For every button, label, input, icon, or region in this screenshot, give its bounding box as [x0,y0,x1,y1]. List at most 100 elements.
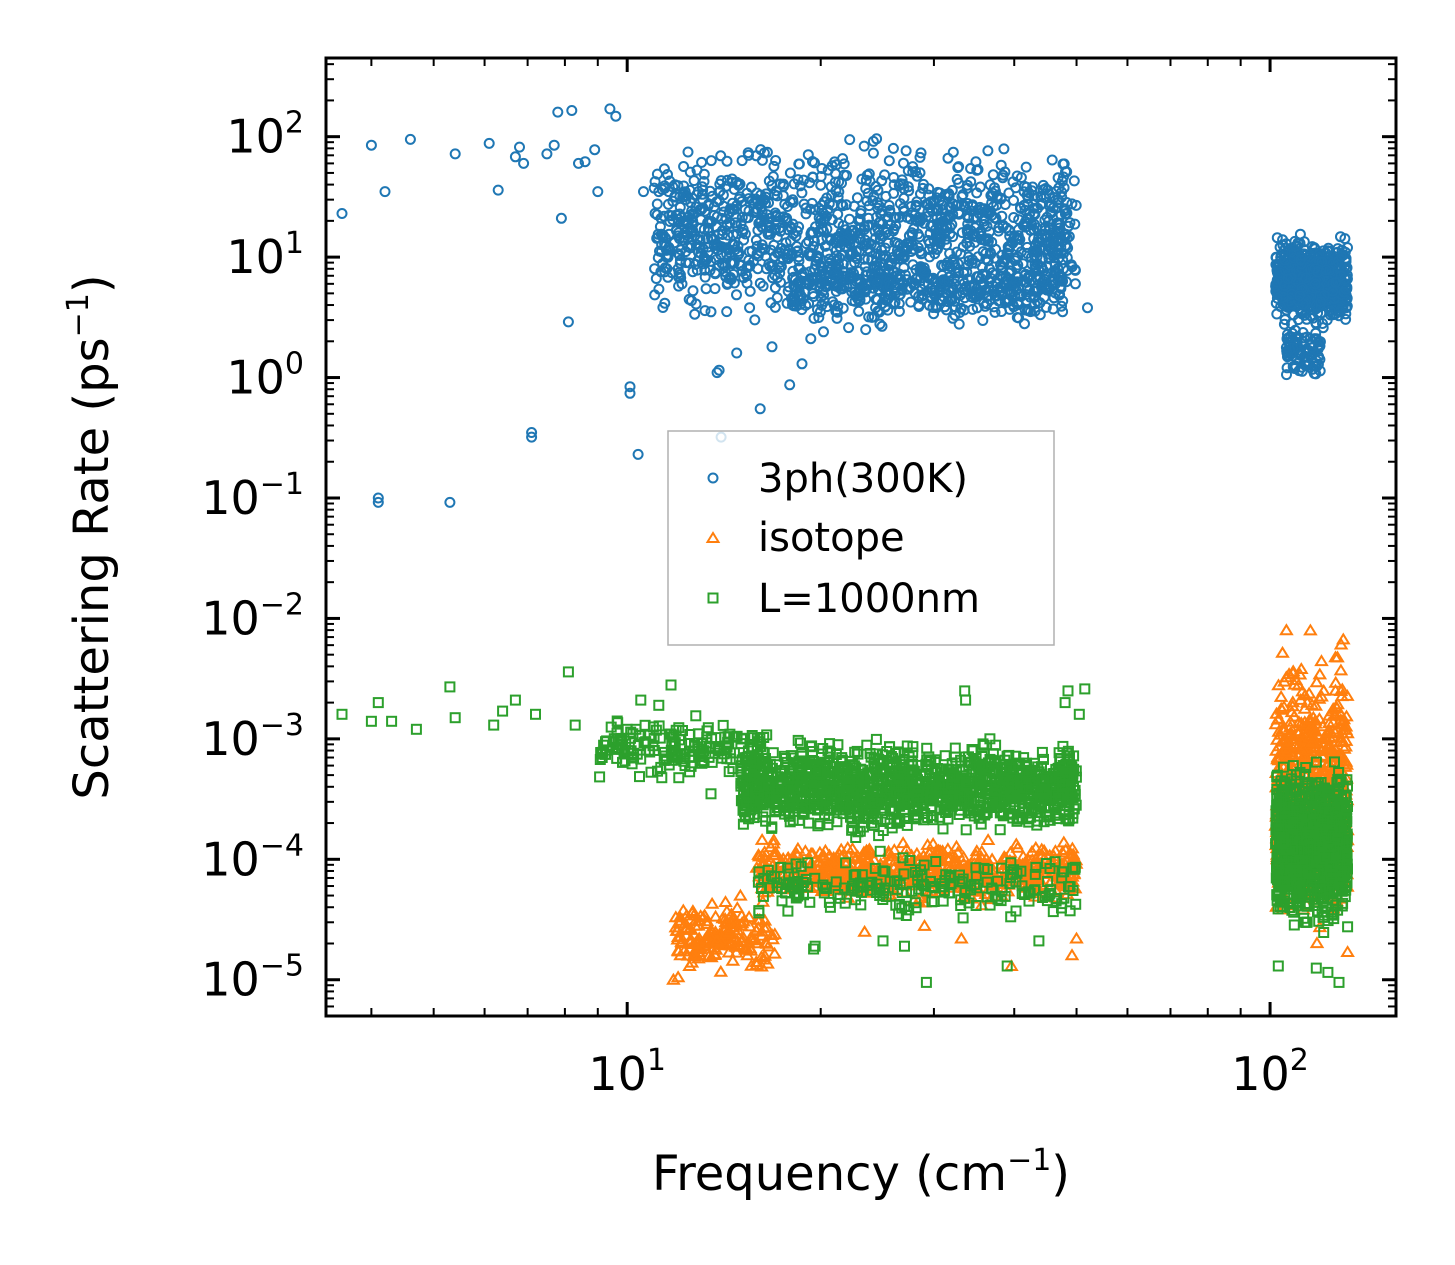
data-point [579,156,591,168]
data-point [744,285,756,297]
data-point [815,179,827,191]
data-point [877,935,889,947]
data-point [1028,208,1040,220]
data-point [899,940,910,952]
data-point [832,208,844,220]
data-point [635,694,647,706]
data-point [1322,966,1334,978]
data-point [758,212,770,224]
data-point [336,208,348,219]
data-point [833,186,845,198]
data-point [624,387,636,399]
data-point [772,247,784,259]
data-point [372,492,384,504]
data-point [816,234,828,246]
data-point [1060,228,1072,240]
data-point [1272,960,1284,972]
data-point [687,285,699,297]
data-point [888,179,900,191]
data-point [932,218,944,229]
data-point [1069,218,1081,230]
data-point [754,403,766,415]
data-point [690,710,702,722]
data-point [696,156,708,168]
data-point [972,164,984,176]
data-point [650,273,662,284]
data-point [977,315,989,326]
data-point [743,246,755,258]
data-point [914,167,926,179]
data-point [714,178,726,190]
data-point [930,203,942,215]
data-point [592,186,604,198]
data-point [898,157,909,169]
data-point [897,202,909,214]
data-point [1015,172,1027,183]
data-point [934,187,946,199]
data-point [649,263,661,275]
data-point [980,833,996,845]
data-point [688,175,700,187]
data-point [745,181,757,193]
data-point [929,248,941,260]
data-point [1333,976,1345,988]
data-point [566,105,578,116]
data-point [983,206,995,217]
data-point [733,193,745,205]
data-point [573,157,584,169]
data-point [939,228,950,240]
data-point [870,181,882,192]
data-point [798,198,810,210]
data-point [880,190,892,202]
data-point [674,233,685,245]
data-point [530,708,541,720]
data-point [1340,945,1355,957]
data-point [952,162,964,174]
data-point [1010,182,1022,194]
data-point [996,306,1007,317]
data-point [1070,199,1082,211]
data-point [652,228,664,240]
data-point [672,180,684,192]
data-point [1273,689,1289,702]
data-point [793,158,805,170]
data-point [761,209,773,221]
data-point [1059,240,1071,252]
data-point [680,246,692,258]
data-point [410,723,422,735]
data-point [733,248,745,260]
data-point [923,189,935,201]
data-point [941,222,953,234]
data-point [825,181,837,193]
data-point [837,200,849,212]
data-point [754,277,766,289]
data-point [934,194,946,206]
series-2 [336,666,1354,988]
data-point [821,223,833,235]
data-point [768,160,780,172]
data-point [877,230,889,242]
data-point [960,694,972,706]
data-point [800,208,812,220]
data-point [736,155,748,167]
data-point [699,271,711,283]
data-point [917,918,932,931]
data-point [1064,217,1076,229]
data-point [717,719,729,731]
data-point [705,788,717,800]
data-point [840,240,852,252]
data-point [1036,233,1048,245]
data-point [1069,264,1081,276]
data-point [857,924,872,937]
data-point [336,708,348,720]
data-point [659,297,671,309]
data-point [717,189,729,201]
data-point [1275,645,1290,658]
data-point [876,175,888,187]
data-point [809,157,820,169]
data-point [518,157,530,169]
data-point [826,214,838,226]
data-point [754,832,770,845]
data-point [974,201,986,213]
data-point [876,320,888,332]
